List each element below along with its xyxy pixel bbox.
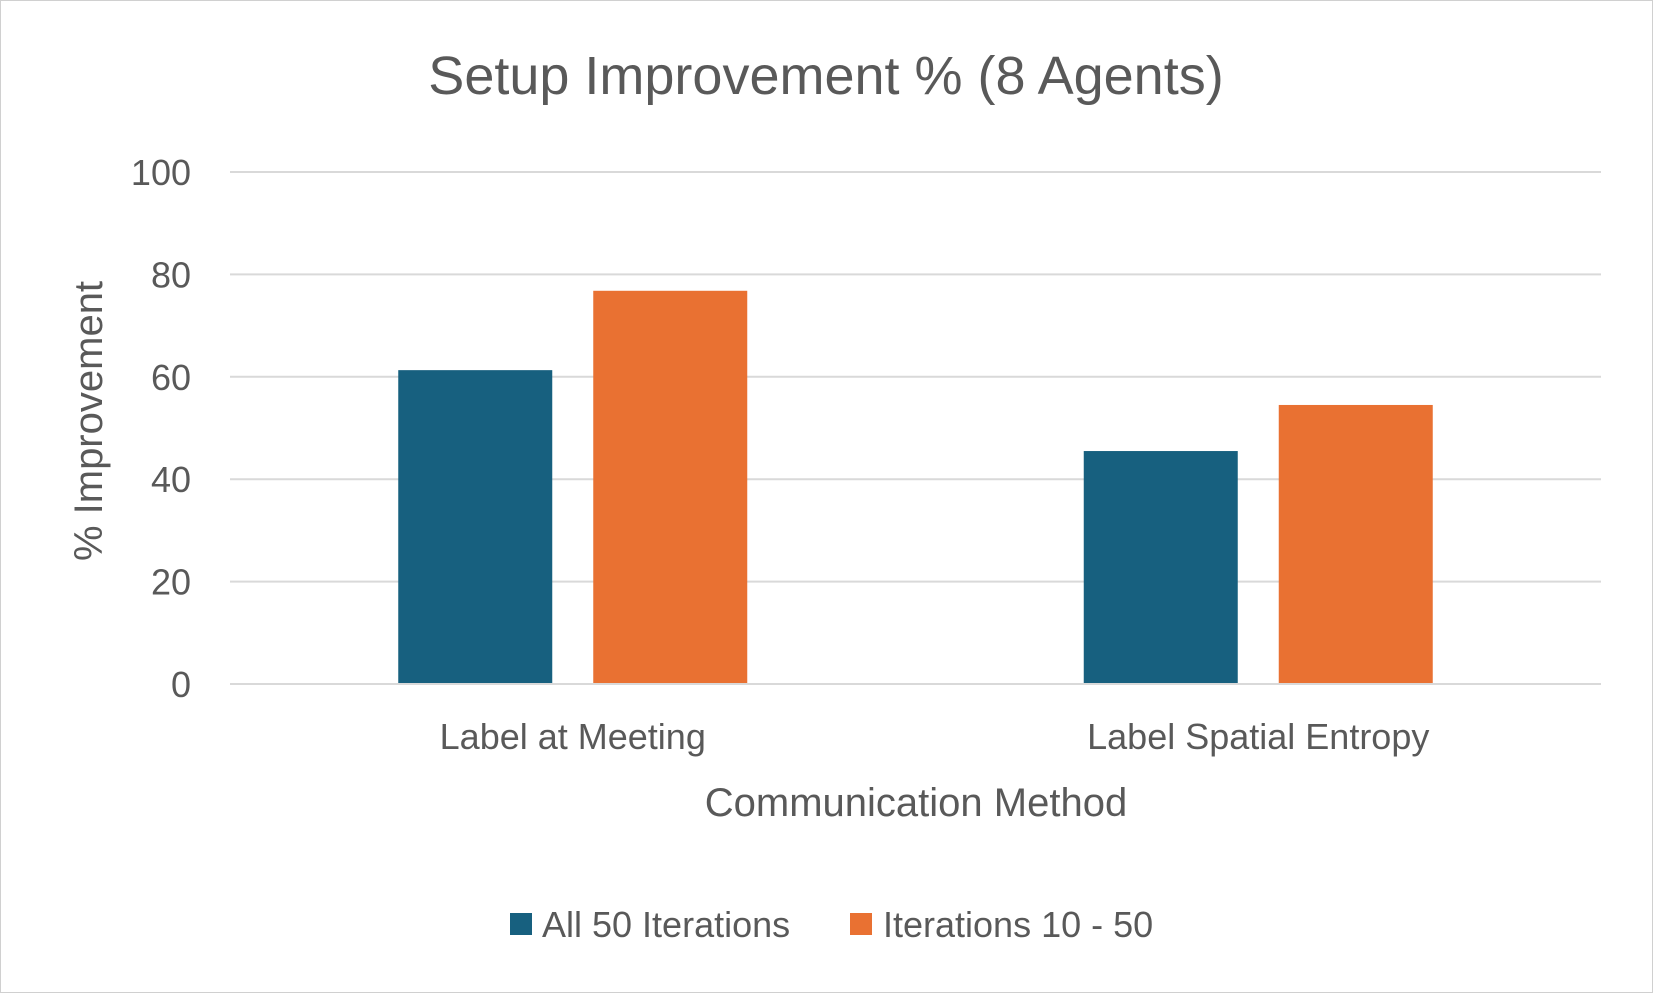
y-tick-label: 60 — [151, 357, 191, 398]
y-tick-label: 40 — [151, 459, 191, 500]
legend-swatch — [510, 913, 532, 935]
y-tick-label: 0 — [171, 664, 191, 705]
legend: All 50 Iterations Iterations 10 - 50 — [510, 904, 1153, 945]
chart-title: Setup Improvement % (8 Agents) — [428, 46, 1223, 106]
y-axis-title: % Improvement — [67, 281, 111, 561]
x-axis-tick-labels: Label at Meeting Label Spatial Entropy — [440, 716, 1430, 757]
legend-swatch — [850, 913, 872, 935]
bar-all-50-iterations-1 — [1083, 451, 1238, 684]
y-tick-label: 20 — [151, 562, 191, 603]
legend-label: Iterations 10 - 50 — [883, 904, 1153, 945]
x-axis-title: Communication Method — [705, 781, 1127, 825]
y-axis-tick-labels: 0 20 40 60 80 100 — [131, 152, 191, 705]
legend-item-iterations-10-50: Iterations 10 - 50 — [850, 904, 1153, 945]
bar-iterations-10-50-1 — [1278, 404, 1433, 684]
legend-item-all-50-iterations: All 50 Iterations — [510, 904, 790, 945]
bar-iterations-10-50-0 — [593, 290, 748, 684]
y-tick-label: 100 — [131, 152, 191, 193]
y-tick-label: 80 — [151, 254, 191, 295]
bar-all-50-iterations-0 — [398, 370, 553, 684]
bars — [230, 290, 1601, 685]
legend-label: All 50 Iterations — [542, 904, 790, 945]
x-tick-label: Label at Meeting — [440, 716, 706, 757]
x-tick-label: Label Spatial Entropy — [1087, 716, 1429, 757]
